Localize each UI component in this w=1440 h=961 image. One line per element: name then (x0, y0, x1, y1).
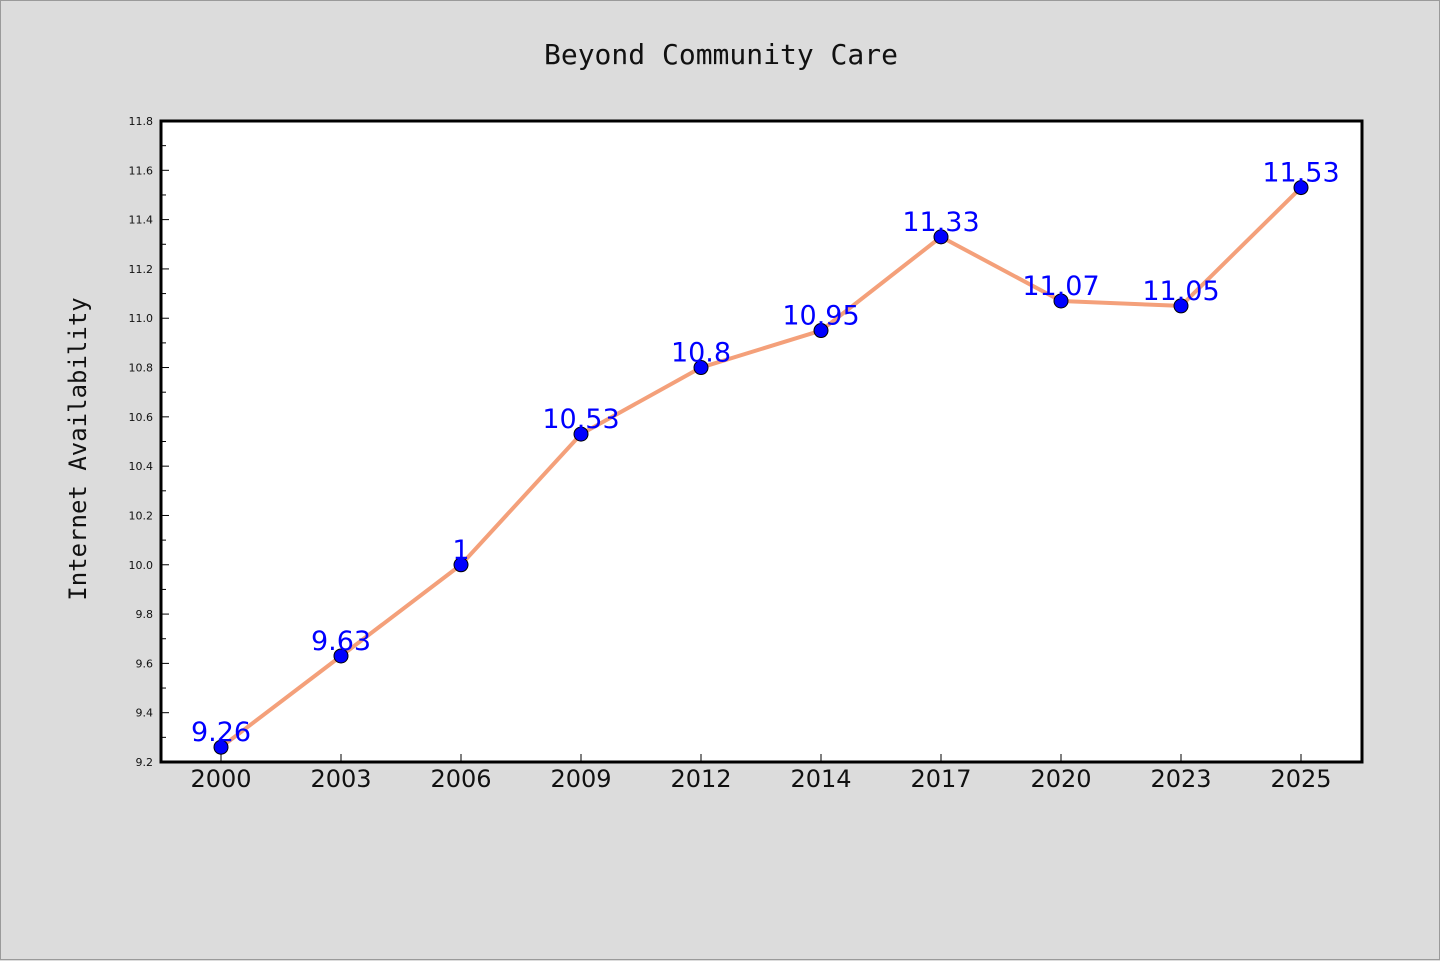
data-point (813, 323, 829, 339)
data-label: 10.53 (542, 404, 619, 435)
x-tick-label: 2006 (430, 765, 491, 793)
y-tick-label: 9.2 (136, 756, 154, 769)
y-tick-label: 11.8 (129, 115, 154, 128)
data-point (693, 360, 709, 376)
plot-frame (159, 119, 1364, 764)
data-label: 10.8 (671, 338, 731, 369)
x-tick-labels: 2000 2003 2006 2009 2012 2014 2017 2020 2023 2025 (190, 765, 1331, 793)
y-axis-label: Internet Availability (64, 297, 92, 600)
x-tick-label: 2009 (550, 765, 611, 793)
y-tick-label: 10.8 (129, 362, 154, 375)
y-tick-label: 10.6 (129, 411, 154, 424)
y-tick-label: 10.2 (129, 509, 154, 522)
series-line (219, 186, 1303, 749)
data-label: 9.63 (311, 626, 371, 657)
y-tick-label: 9.6 (136, 657, 154, 670)
data-point (333, 648, 349, 664)
y-tick-label: 11.6 (129, 164, 154, 177)
data-label: 11.07 (1022, 271, 1099, 302)
x-tick-label: 2014 (790, 765, 851, 793)
x-tick-label: 2012 (670, 765, 731, 793)
plot-area (161, 121, 1362, 762)
y-tick-label: 10.0 (129, 559, 154, 572)
data-point (213, 739, 229, 755)
data-point (573, 426, 589, 442)
x-tick-label: 2003 (310, 765, 371, 793)
data-label: 11.53 (1262, 158, 1339, 189)
x-tick-label: 2025 (1270, 765, 1331, 793)
x-tick-label: 2000 (190, 765, 251, 793)
x-tick-label: 2020 (1030, 765, 1091, 793)
y-tick-label: 11.4 (129, 214, 154, 227)
data-point (933, 229, 949, 245)
y-tick-labels: 9.2 9.4 9.6 9.8 10.0 10.2 10.4 10.6 10.8 11.0 11.2… (129, 115, 154, 769)
data-point (1053, 293, 1069, 309)
data-point (1173, 298, 1189, 314)
data-point (453, 557, 469, 573)
data-label: 1 (452, 535, 469, 566)
y-tick-label: 9.8 (136, 608, 154, 621)
x-tick-label: 2023 (1150, 765, 1211, 793)
y-tick-label: 10.4 (129, 460, 154, 473)
y-tick-label: 11.2 (129, 263, 154, 276)
y-tick-label: 9.4 (136, 707, 154, 720)
data-point (1293, 180, 1309, 196)
data-markers (213, 180, 1309, 755)
x-tick-label: 2017 (910, 765, 971, 793)
chart-title: Beyond Community Care (544, 38, 898, 71)
y-tick-label: 11.0 (129, 312, 154, 325)
data-labels: 9.26 9.63 1 10.53 10.8 10.95 11.33 11.07 11.05 11… (191, 158, 1340, 749)
data-label: 9.26 (191, 717, 251, 748)
data-label: 11.05 (1142, 276, 1219, 307)
data-label: 10.95 (782, 301, 859, 332)
data-label: 11.33 (902, 207, 979, 238)
